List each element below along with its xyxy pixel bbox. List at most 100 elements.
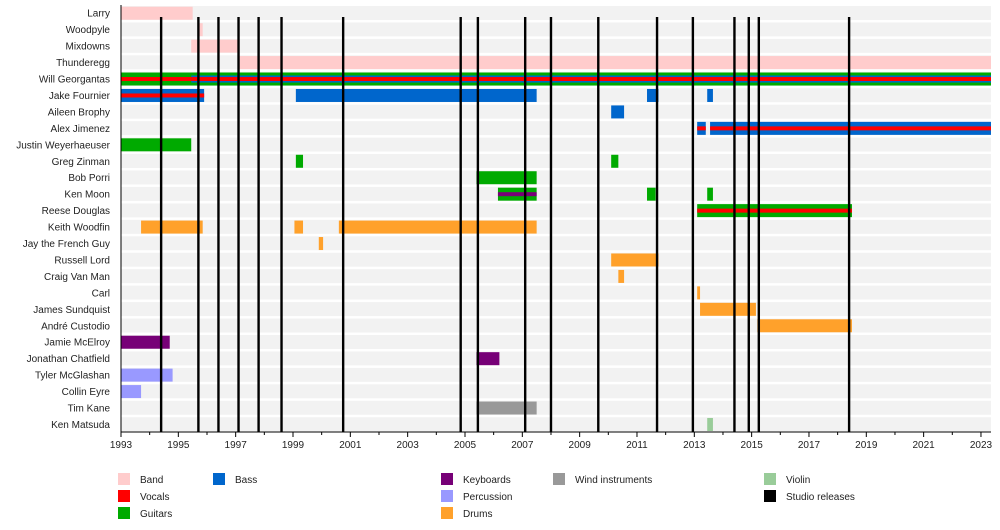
studio-release-line bbox=[847, 17, 851, 432]
legend-label: Bass bbox=[235, 475, 257, 486]
studio-release-line bbox=[459, 17, 462, 432]
studio-release-line bbox=[159, 17, 163, 432]
member-label: Larry bbox=[87, 9, 110, 20]
row-background bbox=[121, 384, 991, 399]
bar-bass bbox=[295, 88, 537, 102]
row-background bbox=[121, 269, 991, 284]
legend-label: Violin bbox=[786, 475, 810, 486]
tick-label: 2023 bbox=[970, 440, 993, 451]
member-label: Carl bbox=[92, 288, 110, 299]
bar-drums bbox=[697, 286, 701, 300]
bar-drums bbox=[757, 319, 852, 333]
member-bars bbox=[121, 6, 992, 431]
bar-percussion bbox=[121, 368, 173, 382]
bar-overlay-bass bbox=[191, 81, 991, 83]
bar-band bbox=[191, 39, 239, 53]
bar-percussion bbox=[121, 385, 142, 399]
bar-guitars bbox=[295, 154, 304, 168]
row-background bbox=[121, 219, 991, 234]
legend-swatch bbox=[764, 490, 776, 502]
tick-label: 2017 bbox=[798, 440, 821, 451]
legend-swatch bbox=[441, 473, 453, 485]
member-label: Justin Weyerhaeuser bbox=[16, 140, 110, 151]
member-label: James Sundquist bbox=[33, 305, 110, 316]
row-background bbox=[121, 318, 991, 333]
legend-swatch bbox=[118, 507, 130, 519]
studio-release-line bbox=[691, 17, 695, 432]
legend-swatch bbox=[213, 473, 225, 485]
row-background bbox=[121, 137, 991, 152]
row-background bbox=[121, 335, 991, 349]
row-background bbox=[121, 186, 991, 201]
studio-release-line bbox=[597, 17, 600, 432]
bar-guitars bbox=[707, 187, 713, 201]
bar-drums bbox=[294, 220, 304, 234]
tick-label: 1995 bbox=[167, 440, 190, 451]
tick-label: 2019 bbox=[855, 440, 878, 451]
legend-swatch bbox=[118, 490, 130, 502]
member-label: Jamie McElroy bbox=[44, 338, 110, 349]
row-background bbox=[121, 367, 991, 382]
bar-overlay-vocals bbox=[697, 126, 706, 131]
tick-label: 2011 bbox=[626, 440, 648, 451]
bar-drums bbox=[318, 237, 324, 251]
tick-label: 1993 bbox=[110, 440, 133, 451]
bar-drums bbox=[618, 269, 625, 283]
bar-drums bbox=[700, 302, 756, 316]
legend-label: Studio releases bbox=[786, 492, 855, 503]
member-label: Bob Porri bbox=[68, 173, 110, 184]
legend-label: Percussion bbox=[463, 492, 512, 503]
member-label: Tyler McGlashan bbox=[35, 371, 110, 382]
legend-label: Guitars bbox=[140, 509, 172, 520]
studio-release-line bbox=[237, 17, 240, 432]
member-label: André Custodio bbox=[41, 321, 110, 332]
bar-bass bbox=[707, 88, 713, 102]
studio-release-line bbox=[757, 17, 761, 432]
member-label: Ken Matsuda bbox=[51, 420, 110, 431]
bar-bass bbox=[647, 88, 659, 102]
member-label: Mixdowns bbox=[66, 42, 110, 53]
legend: Band Vocals Guitars Bass Keyboards Percussion… bbox=[118, 473, 855, 520]
legend-swatch bbox=[764, 473, 776, 485]
bar-overlay-vocals bbox=[697, 208, 852, 213]
tick-label: 1997 bbox=[225, 440, 248, 451]
row-background bbox=[121, 417, 991, 432]
studio-release-line bbox=[523, 17, 527, 432]
row-background bbox=[121, 203, 991, 218]
member-label: Will Georgantas bbox=[39, 75, 110, 86]
legend-swatch bbox=[441, 507, 453, 519]
row-background bbox=[121, 302, 991, 317]
bar-overlay-keyboards bbox=[497, 192, 537, 197]
row-background bbox=[121, 22, 991, 37]
row-background bbox=[121, 351, 991, 366]
row-background bbox=[121, 400, 991, 415]
legend-swatch bbox=[441, 490, 453, 502]
studio-release-line bbox=[747, 17, 750, 432]
tick-label: 2005 bbox=[454, 440, 477, 451]
legend-label: Drums bbox=[463, 509, 492, 520]
member-label: Jake Fournier bbox=[49, 91, 111, 102]
studio-release-line bbox=[197, 17, 200, 432]
member-label: Russell Lord bbox=[54, 255, 110, 266]
member-label: Jonathan Chatfield bbox=[27, 354, 110, 365]
row-background bbox=[121, 154, 991, 168]
row-background bbox=[121, 38, 991, 53]
studio-release-lines bbox=[159, 17, 851, 432]
bar-bass bbox=[611, 105, 625, 119]
bar-drums bbox=[611, 253, 659, 267]
row-background bbox=[121, 6, 991, 20]
studio-release-line bbox=[341, 17, 345, 432]
bar-band bbox=[121, 6, 193, 20]
tick-label: 2015 bbox=[741, 440, 764, 451]
member-label: Keith Woodfin bbox=[48, 223, 110, 234]
legend-label: Wind instruments bbox=[575, 475, 652, 486]
row-background bbox=[121, 88, 991, 103]
member-label: Thunderegg bbox=[56, 58, 110, 69]
bar-keyboards bbox=[121, 335, 170, 349]
studio-release-line bbox=[733, 17, 736, 432]
row-background bbox=[121, 285, 991, 300]
tick-label: 2003 bbox=[397, 440, 420, 451]
row-background bbox=[121, 170, 991, 185]
bar-guitars bbox=[121, 138, 192, 152]
